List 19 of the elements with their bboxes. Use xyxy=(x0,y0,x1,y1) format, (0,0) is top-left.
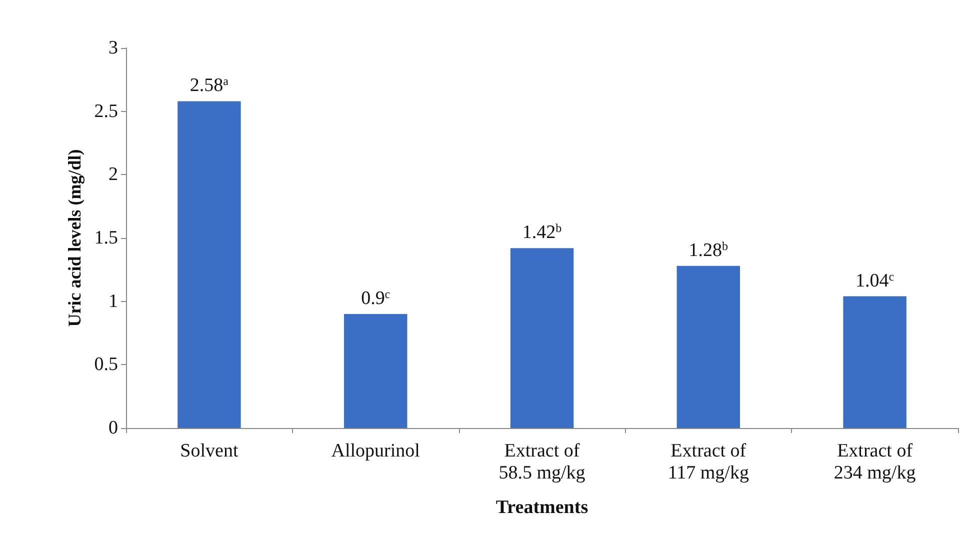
y-tick-label: 2 xyxy=(108,164,118,186)
bar xyxy=(510,248,574,428)
x-tick-label: Extract of 58.5 mg/kg xyxy=(498,440,586,484)
y-tick-label: 0 xyxy=(108,418,118,438)
x-tick-label: Extract of 234 mg/kg xyxy=(834,440,916,484)
x-tick-label: Extract of 117 mg/kg xyxy=(668,440,750,484)
y-tick-label: 1 xyxy=(108,290,118,312)
bar xyxy=(178,101,241,428)
x-tick-label: Solvent xyxy=(180,440,239,462)
y-tick-label: 1.5 xyxy=(94,228,118,248)
bar xyxy=(344,314,408,428)
y-tick-label: 0.5 xyxy=(94,354,118,376)
x-axis-title: Treatments xyxy=(496,497,588,518)
y-tick-label: 2.5 xyxy=(94,100,118,122)
y-tick-label: 3 xyxy=(108,38,118,58)
bar xyxy=(676,266,740,428)
x-tick-label: Allopurinol xyxy=(331,440,420,462)
y-axis-title: Uric acid levels (mg/dl) xyxy=(64,149,84,327)
bar xyxy=(843,296,906,428)
